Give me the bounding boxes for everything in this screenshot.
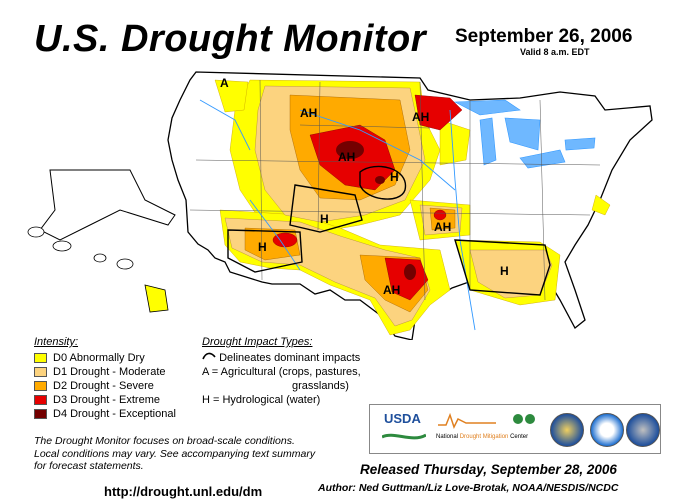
impact-heading: Drought Impact Types: <box>202 336 313 348</box>
drought-map <box>27 71 653 340</box>
map-label-h-colorado: H <box>320 212 329 226</box>
nasa-seal-icon <box>626 413 660 447</box>
usda-swoosh-icon <box>382 433 426 440</box>
state-lines <box>189 79 601 301</box>
legend-label-d3: D3 Drought - Extreme <box>53 394 160 406</box>
d4-areas <box>336 141 416 280</box>
impact-delineates-row: Delineates dominant impacts <box>202 351 382 365</box>
website-link[interactable]: http://drought.unl.edu/dm <box>104 484 263 499</box>
disclaimer-note: The Drought Monitor focuses on broad-sca… <box>34 435 364 473</box>
legend-label-d0: D0 Abnormally Dry <box>53 352 145 364</box>
author-credit: Author: Ned Guttman/Liz Love-Brotak, NOA… <box>318 482 619 494</box>
ndmc-name: National Drought Mitigation Center <box>436 434 529 440</box>
impact-line-icon <box>202 352 216 360</box>
impact-boundaries <box>227 165 551 296</box>
note-line-2: Local conditions may vary. See accompany… <box>34 447 316 460</box>
legend-label-d2: D2 Drought - Severe <box>53 380 154 392</box>
map-label-h-southeast: H <box>500 264 509 278</box>
map-title: U.S. Drought Monitor <box>34 18 427 60</box>
swatch-d3 <box>34 395 47 405</box>
intensity-legend: Intensity: D0 Abnormally Dry D1 Drought … <box>34 336 176 421</box>
great-lakes <box>453 99 596 169</box>
legend-item-d0: D0 Abnormally Dry <box>34 351 176 365</box>
impact-legend: Drought Impact Types: Delineates dominan… <box>202 336 382 407</box>
map-date: September 26, 2006 <box>455 26 633 47</box>
legend-item-d4: D4 Drought - Exceptional <box>34 407 176 421</box>
hawaii <box>27 226 169 313</box>
swatch-d0 <box>34 353 47 363</box>
swatch-d2 <box>34 381 47 391</box>
legend-label-d4: D4 Drought - Exceptional <box>53 408 176 420</box>
legend-label-d1: D1 Drought - Moderate <box>53 366 166 378</box>
map-label-ah-missouri: AH <box>434 220 452 234</box>
alaska <box>39 169 176 241</box>
legend-item-d2: D2 Drought - Severe <box>34 379 176 393</box>
sponsor-logos: USDA National Drought Mitigation Center <box>369 404 661 454</box>
release-date: Released Thursday, September 28, 2006 <box>360 462 617 477</box>
map-label-h-arizona: H <box>258 240 267 254</box>
swatch-d1 <box>34 367 47 377</box>
noaa-seal-icon <box>590 413 624 447</box>
map-label-ah-minnesota: AH <box>412 110 430 124</box>
swatch-d4 <box>34 409 47 419</box>
ndmc-logo: National Drought Mitigation Center <box>436 411 546 449</box>
map-label-a-nw: A <box>220 76 229 90</box>
map-label-ah-texas: AH <box>383 283 401 297</box>
note-line-3: for forecast statements. <box>34 460 144 472</box>
commerce-seal-icon <box>550 413 584 447</box>
legend-heading: Intensity: <box>34 336 79 348</box>
usda-logo: USDA <box>384 411 421 426</box>
impact-delineates: Delineates dominant impacts <box>219 352 361 364</box>
map-label-ah-dakota: AH <box>338 150 356 164</box>
note-line-1: The Drought Monitor focuses on broad-sca… <box>34 435 295 447</box>
map-label-ah-montana: AH <box>300 106 318 120</box>
legend-item-d3: D3 Drought - Extreme <box>34 393 176 407</box>
impact-hydrological: H = Hydrological (water) <box>202 394 321 406</box>
legend-item-d1: D1 Drought - Moderate <box>34 365 176 379</box>
valid-time: Valid 8 a.m. EDT <box>520 47 590 57</box>
impact-agricultural: A = Agricultural (crops, pastures, <box>202 366 361 378</box>
impact-agricultural-cont: grasslands) <box>292 380 349 392</box>
map-label-h-nebraska: H <box>390 170 399 184</box>
ndmc-wave-icon <box>438 412 535 429</box>
